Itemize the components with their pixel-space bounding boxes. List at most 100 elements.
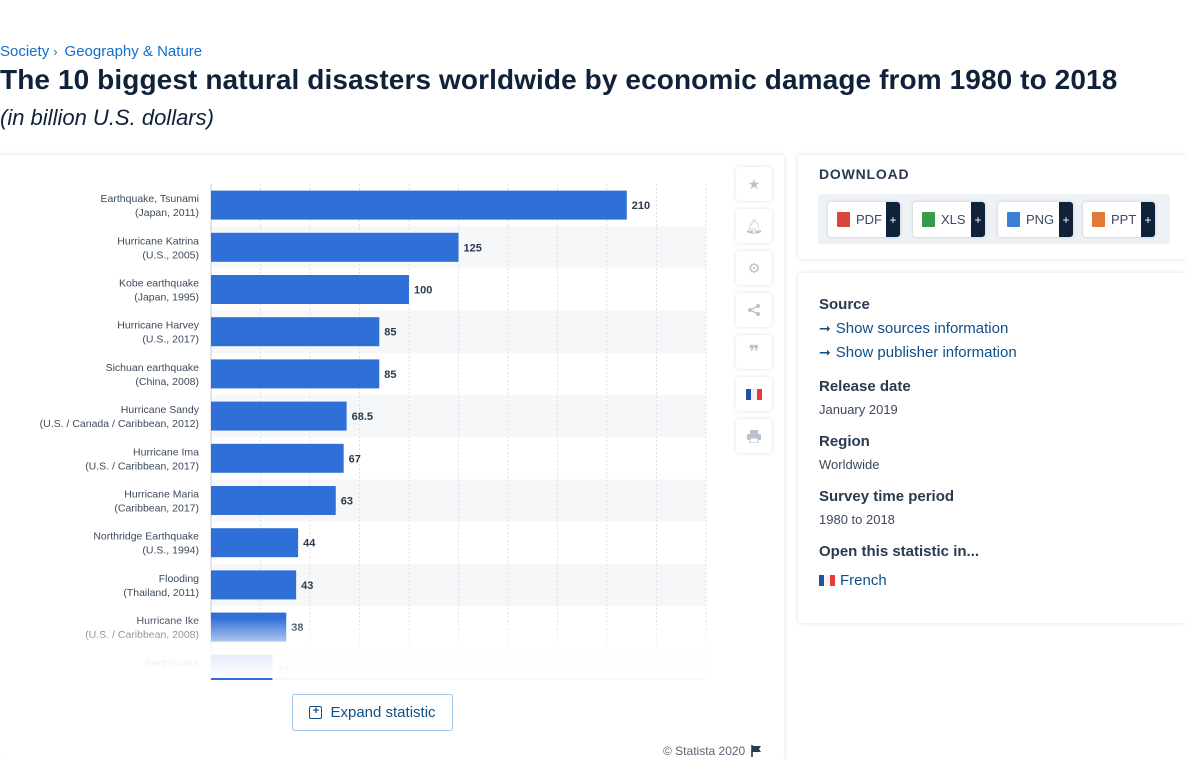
bar — [211, 232, 459, 262]
bar — [211, 190, 627, 220]
png-file-icon — [1007, 212, 1020, 227]
download-png-button[interactable]: PNG + — [998, 202, 1073, 237]
chevron-right-icon: › — [53, 44, 58, 59]
download-card: DOWNLOAD PDF + XLS + PNG + PPT + — [798, 155, 1186, 259]
print-icon — [747, 429, 761, 443]
data-label: 100 — [414, 285, 432, 297]
print-button[interactable] — [736, 419, 772, 453]
share-button[interactable] — [736, 293, 772, 327]
share-icon — [748, 304, 760, 316]
star-icon: ★ — [747, 175, 761, 192]
bar — [211, 486, 336, 515]
region-value: Worldwide — [819, 457, 880, 472]
category-label: Flooding — [159, 573, 199, 585]
bar — [211, 359, 380, 389]
category-sublabel: (Caribbean, 2017) — [114, 503, 199, 515]
bar — [211, 443, 344, 473]
open-in-french-link[interactable]: French — [819, 572, 887, 589]
category-label: Sichuan earthquake — [106, 362, 200, 374]
notification-button[interactable]: 🔔︎ — [736, 209, 772, 243]
data-label: 67 — [349, 453, 361, 465]
data-label: 210 — [632, 200, 650, 212]
bar-chart: 210 Earthquake, Tsunami (Japan, 2011) 125 Hu… — [40, 184, 707, 680]
download-options: PDF + XLS + PNG + PPT + — [818, 194, 1170, 244]
category-sublabel: (U.S., 1994) — [142, 545, 199, 557]
pdf-file-icon — [837, 212, 850, 227]
copyright-text: © Statista 2020 — [663, 744, 746, 758]
download-png-label: PNG — [1026, 212, 1055, 227]
category-label: Hurricane Sandy — [121, 404, 200, 416]
show-sources-link[interactable]: ➞ Show sources information — [819, 320, 1008, 337]
category-label: Hurricane Katrina — [117, 235, 199, 247]
xls-plus-icon: + — [971, 202, 985, 237]
copyright: © Statista 2020 — [663, 744, 762, 758]
category-sublabel: (U.S., 2017) — [142, 334, 199, 346]
download-ppt-label: PPT — [1111, 212, 1137, 227]
category-sublabel: (Thailand, 2011) — [123, 587, 199, 599]
category-sublabel: (U.S. / Canada / Caribbean, 2012) — [40, 418, 199, 430]
bell-icon: 🔔︎ — [745, 217, 763, 234]
chart-tools: ★ 🔔︎ ⚙ ❞ — [736, 167, 772, 461]
ppt-file-icon — [1092, 212, 1105, 227]
release-date-value: January 2019 — [819, 402, 898, 417]
survey-period-value: 1980 to 2018 — [819, 512, 895, 527]
pdf-plus-icon: + — [886, 202, 900, 237]
flag-fr-icon — [819, 575, 835, 586]
cite-button[interactable]: ❞ — [736, 335, 772, 369]
breadcrumb: Society › Geography & Nature — [0, 43, 202, 60]
plus-square-icon: + — [309, 706, 323, 719]
category-label: Kobe earthquake — [119, 278, 199, 290]
data-label: 63 — [341, 496, 353, 508]
category-label: Hurricane Harvey — [117, 320, 199, 332]
open-statistic-heading: Open this statistic in... — [819, 543, 980, 560]
language-button[interactable] — [736, 377, 772, 411]
data-label: 68.5 — [352, 411, 373, 423]
arrow-right-icon: ➞ — [819, 344, 831, 360]
data-label: 85 — [384, 369, 396, 381]
data-label: 44 — [303, 538, 316, 550]
download-pdf-label: PDF — [856, 212, 882, 227]
category-label: Northridge Earthquake — [93, 531, 199, 543]
page-subtitle: (in billion U.S. dollars) — [0, 105, 214, 130]
settings-button[interactable]: ⚙ — [736, 251, 772, 285]
survey-period-heading: Survey time period — [819, 488, 955, 505]
data-label: 125 — [464, 242, 482, 254]
breadcrumb-society[interactable]: Society — [0, 43, 50, 60]
download-title: DOWNLOAD — [819, 166, 910, 182]
bar — [211, 528, 299, 558]
breadcrumb-geography-nature[interactable]: Geography & Nature — [64, 43, 203, 60]
category-sublabel: (Japan, 2011) — [135, 207, 199, 219]
region-heading: Region — [819, 433, 870, 450]
source-heading: Source — [819, 296, 870, 313]
category-label: Earthquake, Tsunami — [101, 193, 199, 205]
bar — [211, 317, 380, 347]
page-title: The 10 biggest natural disasters worldwi… — [0, 64, 1118, 95]
show-sources-label: Show sources information — [835, 320, 1009, 337]
download-pdf-button[interactable]: PDF + — [828, 202, 900, 237]
favorite-button[interactable]: ★ — [736, 167, 772, 201]
category-sublabel: (U.S. / Caribbean, 2017) — [85, 460, 199, 472]
arrow-right-icon: ➞ — [819, 320, 831, 336]
data-label: 85 — [384, 327, 396, 339]
chart-card: 210 Earthquake, Tsunami (Japan, 2011) 125 Hu… — [0, 155, 784, 760]
flag-report-icon[interactable] — [751, 745, 762, 757]
bar — [211, 275, 409, 304]
chart-fade-overlay — [0, 618, 735, 678]
flag-fr-icon — [746, 388, 762, 400]
info-card: Source ➞ Show sources information ➞ Show… — [798, 273, 1186, 623]
category-label: Hurricane Ima — [133, 446, 199, 458]
download-xls-button[interactable]: XLS + — [913, 202, 985, 237]
xls-file-icon — [922, 212, 935, 227]
download-xls-label: XLS — [941, 212, 966, 227]
download-ppt-button[interactable]: PPT + — [1083, 202, 1155, 237]
expand-statistic-button[interactable]: + Expand statistic — [292, 694, 453, 731]
data-label: 43 — [301, 580, 313, 592]
expand-statistic-label: Expand statistic — [330, 704, 436, 721]
category-sublabel: (U.S., 2005) — [142, 249, 199, 261]
category-sublabel: (China, 2008) — [135, 376, 199, 388]
ppt-plus-icon: + — [1141, 202, 1155, 237]
show-publisher-link[interactable]: ➞ Show publisher information — [819, 344, 1017, 361]
quote-icon: ❞ — [748, 341, 760, 362]
png-plus-icon: + — [1059, 202, 1073, 237]
bar — [211, 401, 347, 431]
